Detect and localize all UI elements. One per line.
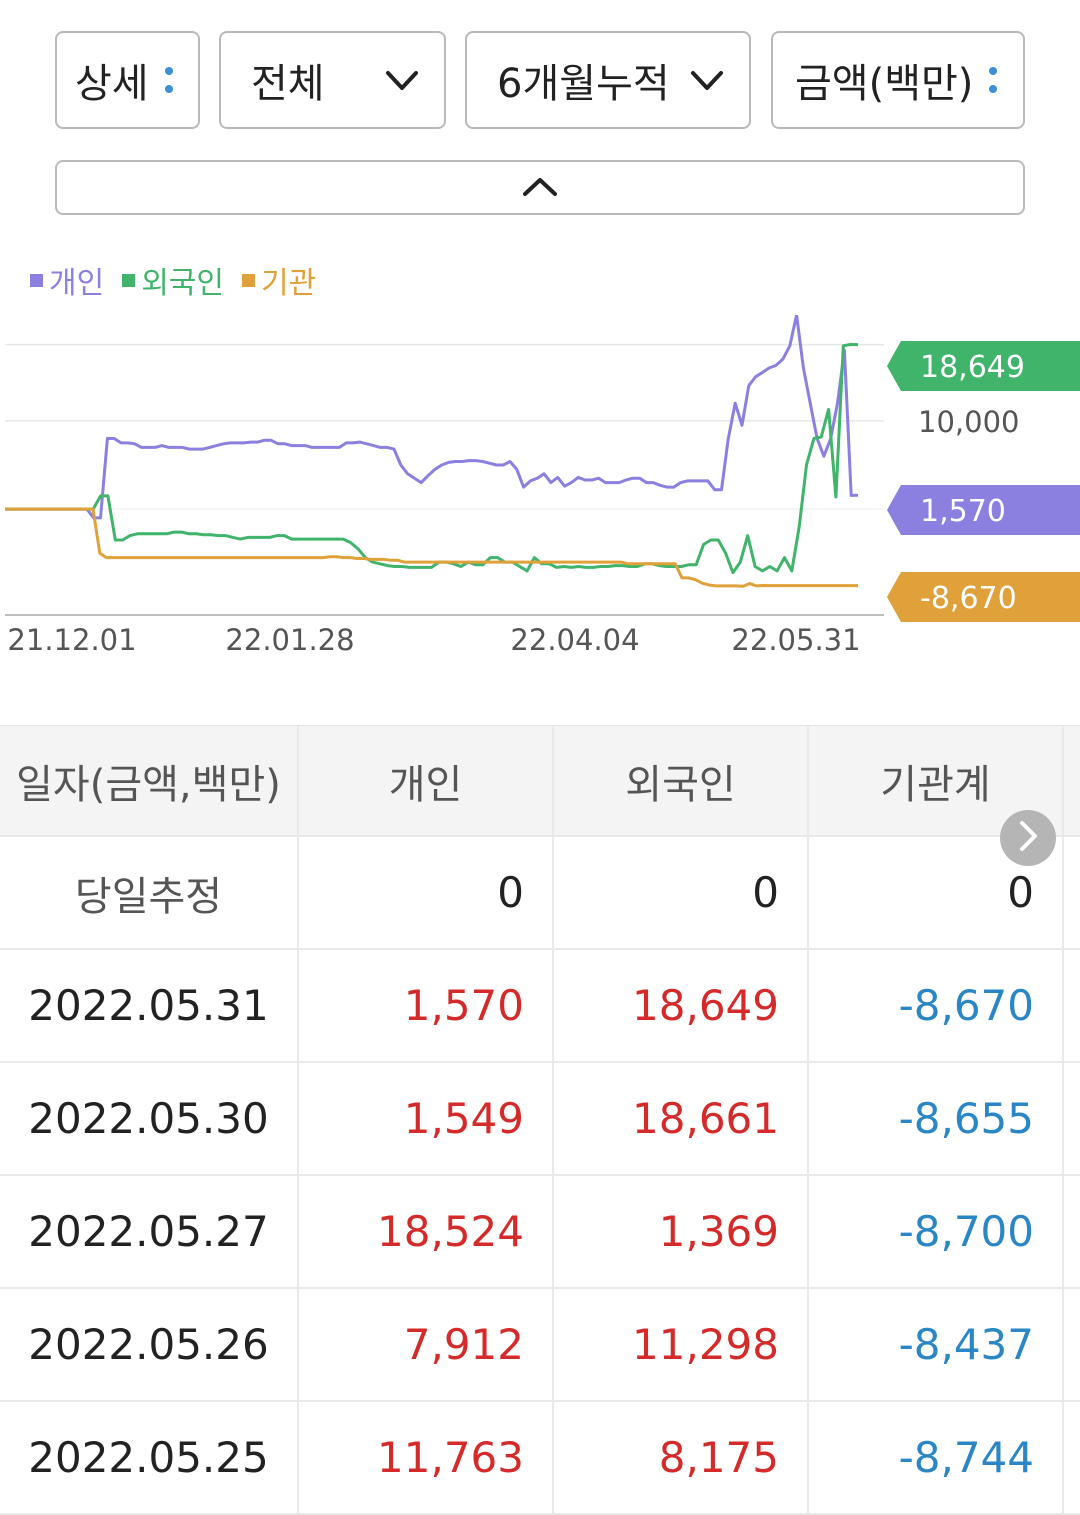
end-value-tag (887, 572, 1080, 622)
x-tick-label: 22.05.31 (731, 623, 860, 657)
table-row: 2022.05.27 18,524 1,369 -8,700 (0, 1176, 1080, 1289)
row-foreign: 1,369 (554, 1176, 809, 1287)
legend-item-individual[interactable]: 개인 (30, 258, 104, 302)
series-line-individual (5, 315, 859, 520)
legend-item-institution[interactable]: 기관 (242, 258, 316, 302)
chevron-down-icon (689, 63, 725, 99)
investor-table: 일자(금액,백만) 개인 외국인 기관계 당일추정 0 0 0 2022.05.… (0, 725, 1080, 1515)
row-individual: 7,912 (299, 1289, 554, 1400)
legend-swatch-individual (30, 273, 43, 287)
chevron-up-icon (520, 174, 560, 202)
x-tick-label: 22.04.04 (510, 623, 639, 657)
row-date: 2022.05.25 (0, 1402, 299, 1513)
table-row: 2022.05.30 1,549 18,661 -8,655 (0, 1063, 1080, 1176)
row-institution: -8,744 (809, 1402, 1064, 1513)
table-row: 2022.05.26 7,912 11,298 -8,437 (0, 1289, 1080, 1402)
x-tick-label: 22.01.28 (225, 623, 354, 657)
chart-legend: 개인 외국인 기관 (30, 258, 334, 302)
legend-label-institution: 기관 (261, 266, 317, 301)
legend-swatch-foreign (122, 273, 136, 287)
chevron-right-icon (1016, 819, 1040, 857)
row-foreign: 18,661 (554, 1063, 809, 1174)
row-foreign: 18,649 (554, 950, 809, 1061)
scroll-right-button[interactable] (1000, 810, 1056, 866)
scope-dropdown-label: 전체 (251, 61, 325, 107)
end-value-label: 18,649 (920, 350, 1025, 385)
table-row: 2022.05.25 11,763 8,175 -8,744 (0, 1402, 1080, 1515)
row-institution: -8,655 (809, 1063, 1064, 1174)
row-institution: -8,700 (809, 1176, 1064, 1287)
detail-dropdown-label: 상세 (75, 61, 149, 107)
more-options-icon (989, 67, 998, 93)
row-date: 2022.05.30 (0, 1063, 299, 1174)
header-date: 일자(금액,백만) (0, 726, 299, 835)
table-header-row: 일자(금액,백만) 개인 외국인 기관계 (0, 725, 1080, 837)
row-foreign: 8,175 (554, 1402, 809, 1513)
estimate-individual: 0 (299, 837, 554, 948)
unit-dropdown-label: 금액(백만) (795, 61, 974, 107)
series-line-foreign (5, 343, 859, 575)
chevron-down-icon (384, 63, 420, 99)
unit-dropdown[interactable]: 금액(백만) (771, 31, 1025, 129)
estimate-label: 당일추정 (0, 837, 299, 948)
legend-label-foreign: 외국인 (141, 266, 225, 301)
end-value-tag (887, 341, 1080, 391)
more-options-icon (164, 67, 173, 93)
header-institution: 기관계 (809, 726, 1064, 835)
header-individual: 개인 (299, 726, 554, 835)
row-individual: 1,549 (299, 1063, 554, 1174)
header-foreign: 외국인 (554, 726, 809, 835)
y-tick-label: 10,000 (918, 405, 1019, 439)
table-row-estimate: 당일추정 0 0 0 (0, 837, 1080, 950)
end-value-label: 1,570 (920, 494, 1006, 529)
detail-dropdown[interactable]: 상세 (55, 31, 200, 129)
estimate-foreign: 0 (554, 837, 809, 948)
row-individual: 11,763 (299, 1402, 554, 1513)
period-dropdown-label: 6개월누적 (497, 61, 670, 107)
end-value-label: -8,670 (920, 581, 1017, 616)
period-dropdown[interactable]: 6개월누적 (465, 31, 751, 129)
row-institution: -8,670 (809, 950, 1064, 1061)
estimate-institution: 0 (809, 837, 1064, 948)
row-institution: -8,437 (809, 1289, 1064, 1400)
row-individual: 1,570 (299, 950, 554, 1061)
x-tick-label: 21.12.01 (7, 623, 136, 657)
investor-trend-chart[interactable]: 10,000 21.12.01 22.01.28 22.04.04 22.05.31 18… (0, 315, 1080, 675)
row-date: 2022.05.27 (0, 1176, 299, 1287)
row-foreign: 11,298 (554, 1289, 809, 1400)
scope-dropdown[interactable]: 전체 (219, 31, 446, 129)
row-individual: 18,524 (299, 1176, 554, 1287)
legend-label-individual: 개인 (49, 266, 105, 301)
end-value-tag (887, 485, 1080, 535)
legend-swatch-institution (242, 273, 256, 287)
row-date: 2022.05.26 (0, 1289, 299, 1400)
table-row: 2022.05.31 1,570 18,649 -8,670 (0, 950, 1080, 1063)
series-line-institution (5, 507, 858, 588)
row-date: 2022.05.31 (0, 950, 299, 1061)
legend-item-foreign[interactable]: 외국인 (122, 258, 224, 302)
collapse-button[interactable] (55, 160, 1025, 215)
